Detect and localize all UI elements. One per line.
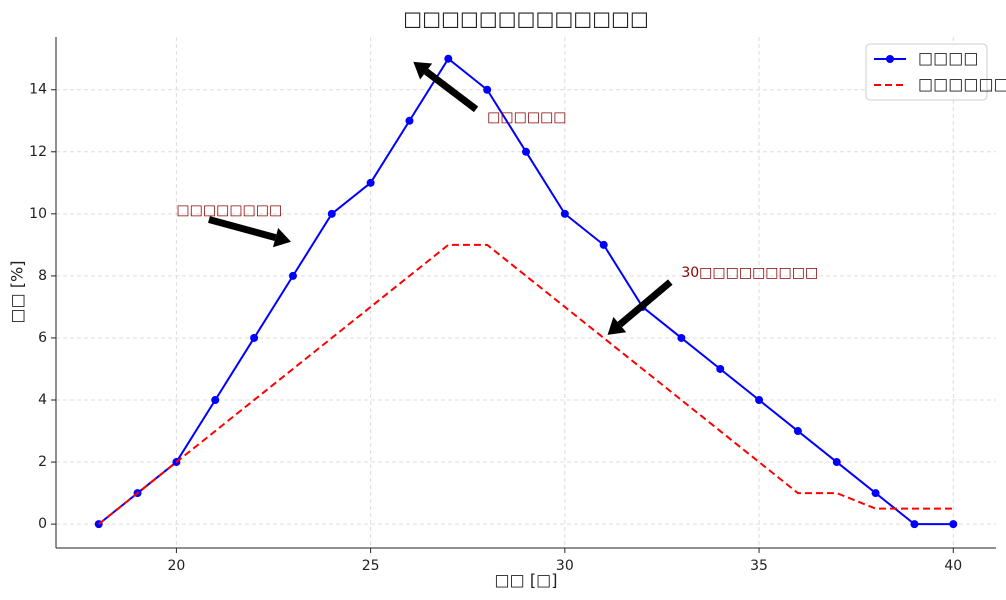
annotation: □□□□□□: [487, 110, 566, 126]
legend-marker: [886, 55, 894, 63]
chart-title: □□□□□□□□□□□□□: [403, 7, 649, 31]
y-tick-label: 12: [29, 144, 47, 160]
data-point: [522, 147, 530, 156]
data-point: [716, 364, 725, 373]
data-point: [871, 489, 880, 498]
data-point: [949, 520, 958, 529]
x-tick-label: 20: [167, 558, 185, 574]
data-point: [832, 458, 841, 467]
data-point: [483, 85, 492, 94]
legend-label: □□□□□□: [918, 75, 1006, 94]
annotation-arrowhead: [272, 227, 291, 248]
x-tick-label: 40: [944, 558, 962, 574]
data-point: [444, 54, 453, 63]
data-point: [560, 209, 569, 218]
x-axis-label: □□ [□]: [495, 571, 558, 590]
annotation-arrow: [208, 216, 277, 241]
data-point: [250, 333, 259, 342]
y-tick-label: 6: [38, 330, 47, 346]
y-tick-label: 14: [29, 82, 47, 98]
data-point: [599, 240, 608, 249]
annotation: □□□□□□□□: [176, 203, 282, 219]
x-tick-label: 35: [750, 558, 768, 574]
data-point: [677, 333, 686, 342]
y-axis-label: □□ [%]: [8, 260, 27, 323]
annotation-arrow: [424, 68, 479, 113]
y-tick-label: 4: [38, 392, 47, 408]
annotation: 30□□□□□□□□□: [681, 265, 818, 281]
y-tick-label: 2: [38, 454, 47, 470]
data-point: [327, 209, 336, 218]
data-point: [910, 520, 919, 529]
series-line: [98, 243, 954, 525]
annotation-arrow: [617, 279, 673, 328]
y-tick-label: 10: [29, 206, 47, 222]
data-point: [793, 427, 802, 436]
data-point: [405, 116, 414, 125]
x-tick-label: 30: [556, 558, 574, 574]
annotation-arrowhead: [413, 61, 433, 80]
x-tick-label: 25: [362, 558, 380, 574]
data-point: [288, 271, 297, 280]
legend-label: □□□□: [918, 49, 978, 68]
data-point: [366, 178, 375, 187]
y-tick-label: 8: [38, 268, 47, 284]
annotation-arrowhead: [607, 316, 627, 335]
data-point: [211, 396, 220, 405]
data-point: [755, 396, 764, 405]
y-tick-label: 0: [38, 516, 47, 532]
